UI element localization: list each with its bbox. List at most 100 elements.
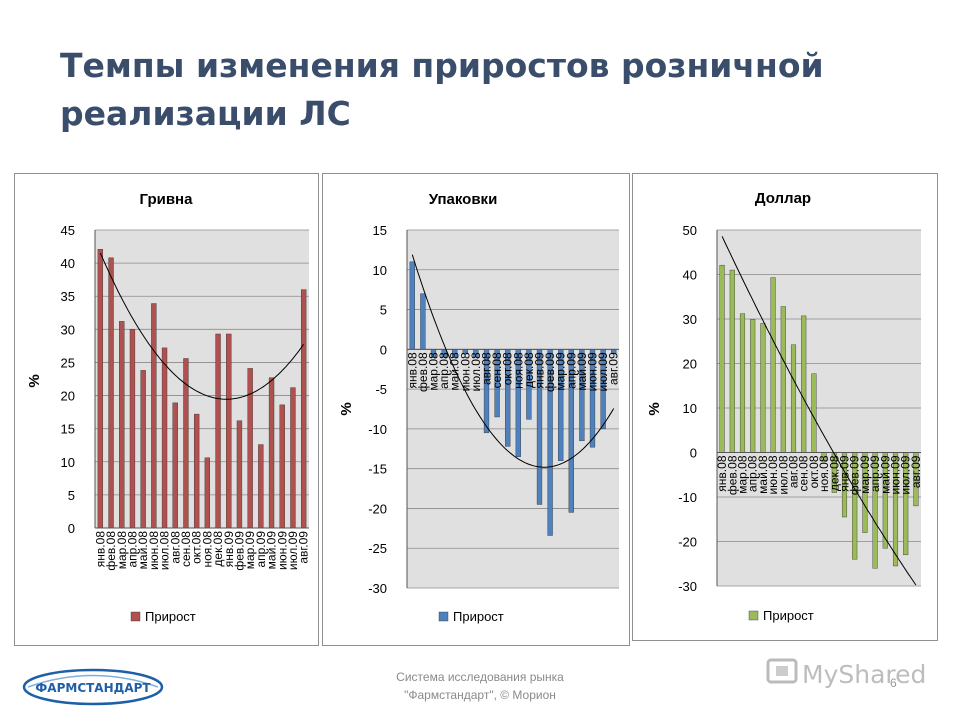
- x-tick-label: янв.08: [715, 455, 729, 492]
- x-tick-label: июл.09: [286, 531, 300, 570]
- footer-text: Система исследования рынка "Фармстандарт…: [340, 668, 620, 704]
- y-tick-label: -20: [678, 535, 697, 550]
- y-tick-label: -30: [678, 579, 697, 594]
- y-tick-label: 40: [683, 268, 697, 283]
- y-tick-label: -25: [368, 541, 387, 556]
- y-tick-label: 15: [373, 223, 387, 238]
- slide-title-line-2: реализации ЛС: [60, 94, 351, 133]
- x-tick-label: июл.08: [469, 352, 483, 391]
- x-tick-label: апр.09: [254, 531, 268, 568]
- x-tick-label: апр.08: [437, 352, 451, 389]
- x-tick-label: июн.09: [889, 455, 903, 494]
- bar-окт.08: [193, 413, 200, 529]
- legend-swatch: [438, 611, 449, 622]
- chart-title: Гривна: [140, 191, 194, 208]
- y-tick-label: 0: [68, 521, 75, 536]
- y-tick-label: -15: [368, 462, 387, 477]
- y-tick-label: -10: [678, 490, 697, 505]
- x-tick-label: ноя.08: [511, 352, 525, 389]
- chart-dollar-svg: -30-20-1001020304050янв.08фев.08мар.08ап…: [646, 190, 923, 623]
- x-tick-label: ноя.08: [200, 531, 214, 568]
- x-tick-label: фев.08: [104, 531, 118, 571]
- y-tick-label: 30: [61, 322, 75, 337]
- y-tick-label: 10: [373, 263, 387, 278]
- bar-янв.08: [719, 264, 725, 453]
- bar-дек.08: [215, 333, 221, 529]
- y-axis-label: %: [26, 374, 43, 387]
- x-tick-label: июл.09: [596, 352, 610, 391]
- watermark: MyShared: [766, 658, 926, 689]
- y-tick-label: 5: [380, 303, 387, 318]
- x-tick-label: дек.08: [211, 531, 225, 567]
- x-tick-label: авг.09: [607, 352, 621, 385]
- bar-авг.08: [790, 344, 797, 453]
- x-tick-label: фев.09: [543, 352, 557, 392]
- y-tick-label: 0: [690, 446, 697, 461]
- x-tick-label: апр.09: [868, 455, 882, 492]
- x-tick-label: янв.09: [222, 531, 236, 568]
- chart-title: Доллар: [755, 190, 811, 207]
- chart-packages-svg: -30-25-20-15-10-5051015янв.08фев.08мар.0…: [338, 191, 621, 624]
- bar-янв.08: [409, 261, 415, 350]
- bar-апр.08: [750, 319, 756, 453]
- x-tick-label: фев.09: [232, 531, 246, 571]
- slide-title-line-1: Темпы изменения приростов розничной: [60, 46, 824, 85]
- bar-июл.08: [780, 306, 786, 453]
- bar-май.08: [140, 370, 146, 529]
- x-tick-label: июн.09: [586, 352, 600, 391]
- x-tick-label: окт.08: [190, 531, 204, 564]
- x-tick-label: май.09: [575, 352, 589, 391]
- bar-фев.08: [729, 269, 735, 453]
- y-tick-label: 10: [683, 401, 697, 416]
- x-tick-label: июн.08: [766, 455, 780, 494]
- bar-июн.08: [151, 303, 157, 529]
- trendline: [411, 254, 615, 468]
- watermark-icon: [766, 658, 798, 684]
- footer-line-2: "Фармстандарт", © Морион: [404, 688, 556, 702]
- bar-фев.08: [420, 293, 426, 350]
- x-tick-label: май.08: [136, 531, 150, 570]
- y-tick-label: 40: [61, 256, 75, 271]
- x-tick-label: фев.08: [725, 455, 739, 495]
- x-tick-label: апр.08: [125, 531, 139, 568]
- x-tick-label: авг.09: [297, 531, 311, 564]
- pharmstandard-logo: ФАРМСТАНДАРТ: [22, 668, 164, 706]
- slide-title: Темпы изменения приростов розничной реал…: [60, 42, 920, 138]
- x-tick-label: мар.09: [554, 352, 568, 391]
- x-tick-label: мар.09: [243, 531, 257, 570]
- y-tick-label: -20: [368, 501, 387, 516]
- x-tick-label: май.09: [265, 531, 279, 570]
- plot-area: [95, 230, 309, 528]
- y-tick-label: -5: [375, 382, 387, 397]
- x-tick-label: дек.08: [522, 352, 536, 388]
- bar-фев.09: [236, 420, 243, 529]
- y-axis-label: %: [646, 402, 663, 415]
- y-tick-label: 45: [61, 223, 75, 238]
- y-axis-label: %: [338, 402, 355, 415]
- y-tick-label: 25: [61, 355, 75, 370]
- bar-май.09: [268, 377, 275, 529]
- x-tick-label: янв.09: [533, 352, 547, 389]
- plot-area: [407, 230, 619, 588]
- trendline: [99, 252, 305, 400]
- x-tick-label: май.08: [448, 352, 462, 391]
- x-tick-label: апр.09: [564, 352, 578, 389]
- bar-мар.08: [739, 313, 746, 453]
- x-tick-label: июн.08: [147, 531, 161, 570]
- x-tick-label: июл.09: [899, 455, 913, 494]
- x-tick-label: май.09: [878, 455, 892, 494]
- bar-авг.09: [300, 289, 307, 529]
- bar-апр.09: [258, 444, 264, 529]
- bar-июн.08: [770, 277, 776, 453]
- x-tick-label: мар.08: [736, 455, 750, 494]
- y-tick-label: -30: [368, 581, 387, 596]
- chart-packages: -30 -25 -20 -15 -10 -5 0 5 10 15 янв.08 фев.08 мар.0…: [322, 173, 630, 646]
- x-tick-label: янв.08: [405, 352, 419, 389]
- bar-мар.08: [119, 321, 125, 529]
- x-tick-label: дек.08: [827, 455, 841, 491]
- x-tick-label: янв.08: [93, 531, 107, 568]
- x-tick-label: авг.08: [480, 352, 494, 385]
- y-tick-label: 0: [380, 342, 387, 357]
- y-tick-label: 10: [61, 455, 75, 470]
- logo-text: ФАРМСТАНДАРТ: [35, 681, 151, 695]
